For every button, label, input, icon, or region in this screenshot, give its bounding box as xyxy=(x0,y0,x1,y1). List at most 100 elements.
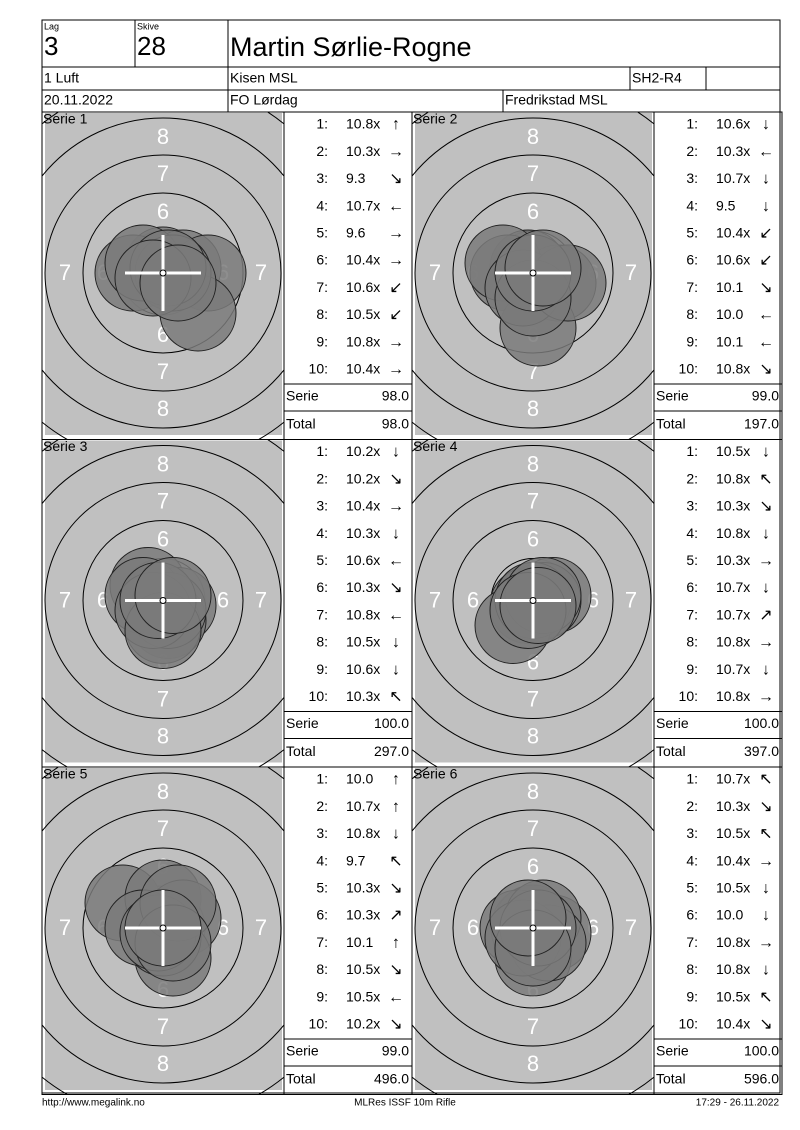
shot-number: 8: xyxy=(686,306,698,322)
total-score: 197.0 xyxy=(744,416,779,432)
shot-arrow: ↓ xyxy=(762,661,770,678)
ring-label: 7 xyxy=(157,359,169,384)
shot-number: 8: xyxy=(686,634,698,650)
ring-label: 7 xyxy=(157,686,169,711)
shot-arrow: → xyxy=(388,252,404,269)
shot-score: 10.4x xyxy=(346,252,380,268)
shot-score: 10.5x xyxy=(716,825,750,841)
shot-number: 3: xyxy=(316,825,328,841)
shot-arrow: ↖ xyxy=(389,853,402,870)
ring-label: 7 xyxy=(429,587,441,612)
shot-number: 5: xyxy=(686,225,698,241)
shot-number: 6: xyxy=(686,252,698,268)
lag-label: Lag xyxy=(44,21,59,31)
shot-arrow: → xyxy=(758,634,774,651)
shot-score: 10.3x xyxy=(346,579,380,595)
shot-number: 6: xyxy=(686,907,698,923)
shot-arrow: ← xyxy=(758,307,774,324)
ring-label: 7 xyxy=(157,1014,169,1039)
ring-label: 7 xyxy=(527,1014,539,1039)
shot-number: 10: xyxy=(309,688,328,704)
shot-number: 3: xyxy=(686,825,698,841)
shot-score: 10.7x xyxy=(716,606,750,622)
shot-number: 6: xyxy=(686,579,698,595)
shot-score: 10.8x xyxy=(346,606,380,622)
shot-score: 10.8x xyxy=(716,361,750,377)
shot-score: 10.4x xyxy=(716,852,750,868)
total-score: 596.0 xyxy=(744,1071,779,1087)
shot-number: 1: xyxy=(686,116,698,132)
shot-number: 1: xyxy=(686,771,698,787)
serie-label: Serie xyxy=(656,388,689,404)
shot-arrow: ↖ xyxy=(759,989,772,1006)
shot-score: 10.1 xyxy=(346,934,373,950)
shot-score: 10.2x xyxy=(346,470,380,486)
center-dot xyxy=(159,597,167,604)
shot-number: 2: xyxy=(686,143,698,159)
shot-arrow: ↘ xyxy=(759,498,772,515)
shot-number: 10: xyxy=(679,1016,698,1032)
total-label: Total xyxy=(286,1071,316,1087)
shot-number: 1: xyxy=(316,771,328,787)
shot-arrow: ↖ xyxy=(759,771,772,788)
ring xyxy=(414,482,652,719)
ring xyxy=(452,520,614,681)
shot-hole xyxy=(139,244,217,322)
shot-score: 9.7 xyxy=(346,852,366,868)
serie-label: Serie xyxy=(286,1043,319,1059)
total-label: Total xyxy=(656,416,686,432)
shot-hole xyxy=(504,229,582,307)
shot-number: 7: xyxy=(316,279,328,295)
shot-arrow: ↘ xyxy=(389,580,402,597)
shot-score: 10.3x xyxy=(716,498,750,514)
shot-arrow: ← xyxy=(758,143,774,160)
shot-score: 10.3x xyxy=(346,907,380,923)
shot-number: 7: xyxy=(686,279,698,295)
series-title: Serie 1 xyxy=(43,111,88,127)
shot-number: 4: xyxy=(686,197,698,213)
ring-label: 6 xyxy=(527,854,539,879)
shot-arrow: → xyxy=(388,498,404,515)
shot-score: 10.3x xyxy=(346,143,380,159)
ring-label: 7 xyxy=(429,260,441,285)
ring-label: 8 xyxy=(157,1051,169,1076)
serie-score: 99.0 xyxy=(382,1043,409,1059)
shot-number: 2: xyxy=(316,470,328,486)
shot-arrow: ↘ xyxy=(389,471,402,488)
shot-number: 9: xyxy=(316,333,328,349)
ring-label: 8 xyxy=(157,723,169,748)
ring-label: 7 xyxy=(59,915,71,940)
shot-score: 10.8x xyxy=(716,961,750,977)
shot-hole xyxy=(134,557,212,634)
shot-arrow: → xyxy=(388,334,404,351)
serie-score: 99.0 xyxy=(752,388,779,404)
shot-arrow: ↖ xyxy=(759,826,772,843)
shot-score: 10.5x xyxy=(346,306,380,322)
series-title: Serie 4 xyxy=(413,438,458,454)
ring-label: 7 xyxy=(157,488,169,513)
shot-arrow: ← xyxy=(388,989,404,1006)
ring xyxy=(412,117,654,429)
shot-score: 10.8x xyxy=(346,333,380,349)
shot-number: 1: xyxy=(316,443,328,459)
shot-score: 10.3x xyxy=(346,525,380,541)
shot-score: 10.3x xyxy=(716,552,750,568)
ring-label: 6 xyxy=(467,915,479,940)
shot-score: 10.8x xyxy=(346,825,380,841)
shot-arrow: ↑ xyxy=(392,934,400,951)
ring-label: 6 xyxy=(527,526,539,551)
ring-label: 8 xyxy=(157,124,169,149)
event: FO Lørdag xyxy=(230,92,298,108)
shot-number: 5: xyxy=(316,552,328,568)
ring-label: 8 xyxy=(527,451,539,476)
ring-label: 7 xyxy=(255,587,267,612)
skive: 28 xyxy=(137,31,166,61)
serie-label: Serie xyxy=(286,715,319,731)
total-label: Total xyxy=(656,1071,686,1087)
shot-number: 3: xyxy=(686,498,698,514)
shot-hole xyxy=(489,879,567,957)
shot-arrow: ↓ xyxy=(762,580,770,597)
total-score: 297.0 xyxy=(374,743,409,759)
shot-number: 7: xyxy=(316,606,328,622)
